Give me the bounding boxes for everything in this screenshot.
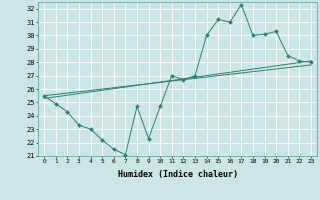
X-axis label: Humidex (Indice chaleur): Humidex (Indice chaleur) bbox=[118, 170, 238, 179]
